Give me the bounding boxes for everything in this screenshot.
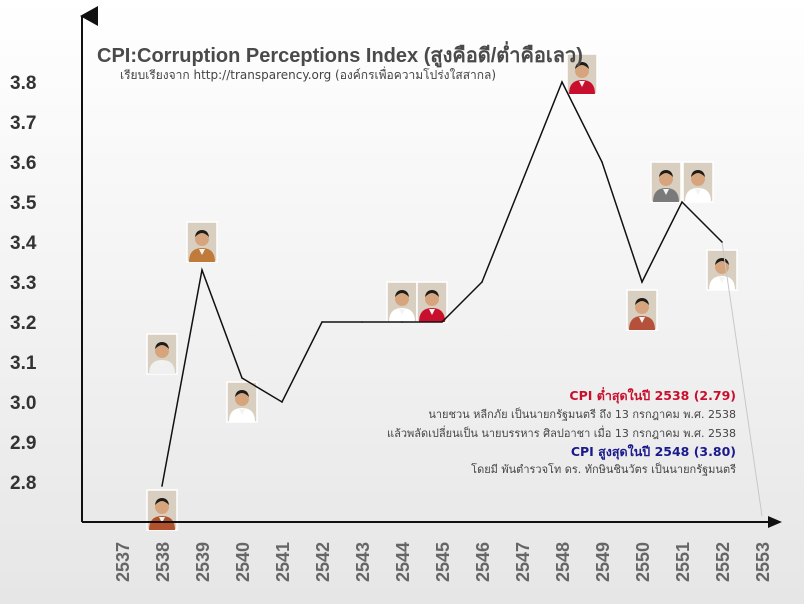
y-tick-labels: 2.8 2.9 3.0 3.1 3.2 3.3 3.4 3.5 3.6 3.7 3.8: [10, 73, 37, 494]
y-tick-label: 3.1: [10, 353, 37, 374]
portrait-icon: [386, 281, 418, 323]
data-point: [481, 281, 483, 283]
x-tick-label: 2542: [313, 542, 333, 582]
x-tick-label: 2553: [753, 542, 773, 582]
y-tick-label: 2.9: [10, 433, 36, 454]
high-heading: CPI สูงสุดในปี 2548 (3.80): [571, 444, 736, 460]
portrait-icon: [706, 249, 738, 291]
data-point: [681, 201, 683, 203]
x-tick-labels: 2537 2538 2539 2540 2541 2542 2543 2544 2545 2546…: [113, 542, 773, 582]
x-tick-label: 2551: [673, 542, 693, 582]
x-tick-label: 2547: [513, 542, 533, 582]
data-point: [401, 321, 403, 323]
data-point: [321, 321, 323, 323]
trend-fade-line: [721, 241, 763, 517]
x-tick-label: 2538: [153, 542, 173, 582]
y-tick-label: 3.3: [10, 273, 36, 294]
chart-title: CPI:Corruption Perceptions Index (สูงคือ…: [97, 40, 583, 69]
data-point: [641, 281, 643, 283]
portraits-layer: [146, 53, 738, 531]
portrait-icon: [186, 221, 218, 263]
y-tick-label: 3.8: [10, 73, 36, 94]
data-point: [521, 181, 523, 183]
data-point: [361, 321, 363, 323]
x-tick-label: 2541: [273, 542, 293, 582]
x-tick-label: 2552: [713, 542, 733, 582]
portrait-icon: [626, 289, 658, 331]
data-point: [721, 241, 723, 243]
portrait-icon: [146, 489, 178, 531]
low-heading: CPI ต่ำสุดในปี 2538 (2.79): [569, 387, 736, 404]
x-tick-label: 2539: [193, 542, 213, 582]
data-point: [601, 161, 603, 163]
x-tick-label: 2550: [633, 542, 653, 582]
data-point: [441, 321, 443, 323]
y-tick-label: 3.5: [10, 193, 37, 214]
x-tick-label: 2540: [233, 542, 253, 582]
x-tick-label: 2537: [113, 542, 133, 582]
data-point: [241, 377, 243, 379]
series-layer: [161, 80, 763, 517]
data-point: [561, 81, 563, 83]
x-tick-label: 2544: [393, 542, 413, 582]
low-line-2: แล้วพลัดเปลี่ยนเป็น นายบรรหาร ศิลปอาชา เ…: [387, 425, 736, 440]
y-tick-label: 3.0: [10, 393, 36, 414]
x-tick-label: 2545: [433, 542, 453, 582]
portrait-icon: [682, 161, 714, 203]
y-tick-label: 2.8: [10, 473, 36, 494]
data-point: [281, 401, 283, 403]
portrait-icon: [226, 381, 258, 423]
low-line-1: นายชวน หลีกภัย เป็นนายกรัฐมนตรี ถึง 13 ก…: [428, 407, 736, 421]
x-axis-arrowhead: [768, 516, 782, 528]
portrait-icon: [650, 161, 682, 203]
chart-subtitle: เรียบเรียงจาก http://transparency.org (อ…: [120, 66, 496, 82]
x-tick-label: 2548: [553, 542, 573, 582]
y-tick-label: 3.7: [10, 113, 36, 134]
y-tick-label: 3.2: [10, 313, 36, 334]
y-tick-label: 3.4: [10, 233, 37, 254]
x-tick-label: 2546: [473, 542, 493, 582]
data-point: [161, 485, 163, 487]
x-tick-label: 2549: [593, 542, 613, 582]
high-line-1: โดยมี พันตำรวจโท ดร. ทักษินชินวัตร เป็นน…: [471, 462, 736, 476]
portrait-icon: [566, 53, 598, 95]
data-point: [201, 269, 203, 271]
portrait-icon: [146, 333, 178, 375]
y-tick-label: 3.6: [10, 153, 36, 174]
annotation-block: CPI ต่ำสุดในปี 2538 (2.79) นายชวน หลีกภั…: [387, 387, 736, 476]
portrait-icon: [416, 281, 448, 323]
x-tick-label: 2543: [353, 542, 373, 582]
